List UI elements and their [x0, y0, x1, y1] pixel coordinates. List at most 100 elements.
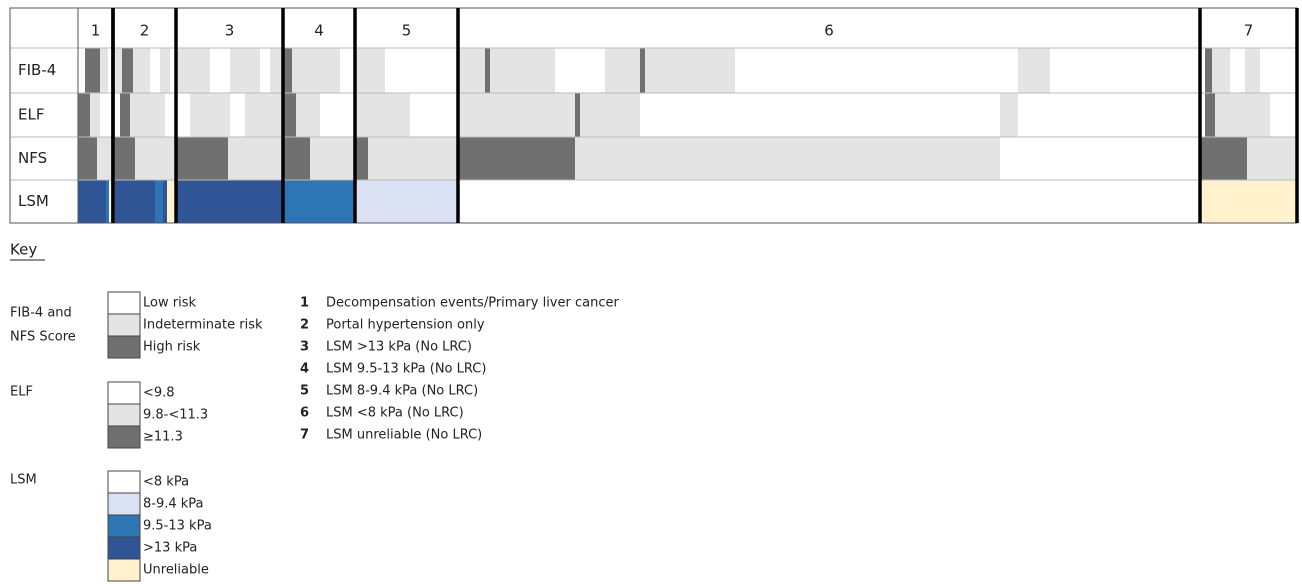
key-swatch: [107, 536, 141, 560]
heat-cell: [85, 48, 100, 93]
key-swatch: [107, 313, 141, 337]
heat-cell: [230, 48, 260, 93]
heat-cell: [163, 180, 167, 223]
heat-cell: [575, 93, 580, 137]
heat-cell: [310, 137, 355, 180]
heat-cell: [355, 180, 458, 223]
key-item: High risk: [143, 340, 201, 355]
key-item: >13 kPa: [143, 541, 197, 556]
heat-cell: [120, 93, 130, 137]
heat-cell: [78, 93, 90, 137]
heat-cell: [130, 93, 165, 137]
heat-cell: [1000, 93, 1018, 137]
heat-cell: [485, 48, 490, 93]
key-swatch: [107, 291, 141, 315]
key-item: 8-9.4 kPa: [143, 497, 204, 512]
heat-cell: [355, 93, 410, 137]
key-section-label: FIB-4 and: [10, 306, 72, 321]
group-number: 4: [300, 362, 309, 377]
heat-cell: [1205, 93, 1215, 137]
key-section-label: ELF: [10, 385, 33, 400]
key-item: Low risk: [143, 296, 196, 311]
heat-cell: [1018, 48, 1050, 93]
heat-cell: [283, 137, 310, 180]
key-swatch: [107, 470, 141, 494]
heat-cell: [1200, 137, 1247, 180]
group-header: 6: [824, 22, 834, 40]
group-description: LSM 8-9.4 kPa (No LRC): [326, 384, 478, 399]
group-number: 5: [300, 384, 309, 399]
heat-cell: [283, 93, 296, 137]
key-swatch: [107, 381, 141, 405]
heat-cell: [133, 48, 150, 93]
heat-cell: [485, 93, 575, 137]
group-description: Portal hypertension only: [326, 318, 485, 333]
group-description: Decompensation events/Primary liver canc…: [326, 296, 619, 311]
heat-cell: [355, 137, 368, 180]
heat-cell: [90, 93, 100, 137]
key-item: <9.8: [143, 386, 175, 401]
key-title: Key: [10, 241, 37, 259]
key-swatch: [107, 492, 141, 516]
key-swatch: [107, 514, 141, 538]
heat-cell: [283, 180, 355, 223]
key-item: Indeterminate risk: [143, 318, 263, 333]
group-description: LSM >13 kPa (No LRC): [326, 340, 472, 355]
group-description: LSM 9.5-13 kPa (No LRC): [326, 362, 486, 377]
heat-cell: [115, 137, 135, 180]
heat-cell: [190, 93, 230, 137]
group-header: 4: [314, 22, 324, 40]
heat-cell: [296, 93, 320, 137]
group-header: 2: [140, 22, 150, 40]
heat-cell: [458, 48, 485, 93]
heat-cell: [78, 137, 97, 180]
heat-cell: [115, 48, 122, 93]
group-header: 5: [402, 22, 412, 40]
heat-cell: [1215, 93, 1270, 137]
heat-cell: [78, 180, 106, 223]
key-item: 9.5-13 kPa: [143, 519, 212, 534]
heat-cell: [167, 180, 174, 223]
heat-cell: [245, 93, 283, 137]
row-label: LSM: [18, 192, 49, 210]
key-section-label: LSM: [10, 473, 37, 488]
heat-cell: [228, 137, 283, 180]
heat-cell: [605, 48, 640, 93]
heat-cell: [176, 137, 228, 180]
row-label: NFS: [18, 149, 47, 167]
group-number: 6: [300, 406, 309, 421]
heat-cell: [160, 48, 170, 93]
heat-cell: [368, 137, 458, 180]
heat-cell: [1245, 48, 1260, 93]
group-number: 1: [300, 296, 309, 311]
heat-cell: [580, 93, 640, 137]
row-label: ELF: [18, 106, 44, 124]
heat-cell: [176, 180, 283, 223]
heat-cell: [106, 180, 109, 223]
heat-cell: [458, 137, 575, 180]
key-swatch: [107, 425, 141, 449]
heat-cell: [1247, 137, 1297, 180]
heat-cell: [1205, 48, 1212, 93]
heat-cell: [645, 48, 735, 93]
heat-cell: [1212, 48, 1230, 93]
heat-cell: [97, 137, 112, 180]
key-swatch: [107, 558, 141, 582]
key-section-label: NFS Score: [10, 330, 76, 345]
heat-cell: [135, 137, 176, 180]
group-number: 2: [300, 318, 309, 333]
group-number: 3: [300, 340, 309, 355]
heat-cell: [575, 137, 1000, 180]
row-label: FIB-4: [18, 61, 56, 79]
key-swatch: [107, 403, 141, 427]
heat-cell: [1200, 180, 1297, 223]
key-item: Unreliable: [143, 563, 209, 578]
heat-cell: [176, 48, 210, 93]
heat-cell: [292, 48, 340, 93]
heat-cell: [100, 48, 108, 93]
heat-cell: [155, 180, 163, 223]
heat-cell: [640, 48, 645, 93]
heat-cell: [122, 48, 133, 93]
group-header: 3: [225, 22, 235, 40]
